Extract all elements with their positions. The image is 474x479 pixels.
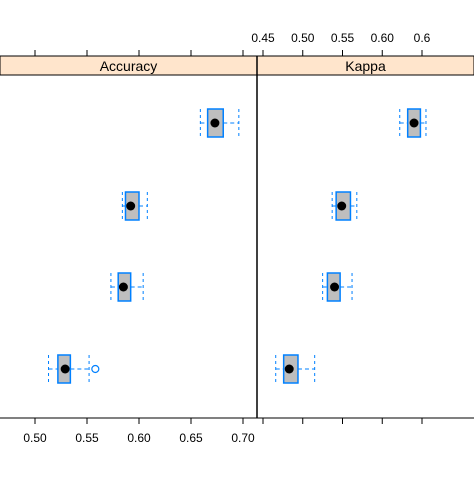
kappa-median-dot (337, 201, 347, 211)
kappa-median-dot (284, 364, 294, 374)
accuracy-x-tick-label: 0.55 (75, 431, 99, 445)
kappa-x-tick-label: 0.55 (331, 31, 355, 45)
accuracy-median-dot (118, 282, 128, 292)
accuracy-x-tick-label: 0.65 (179, 431, 203, 445)
kappa-strip-label: Kappa (345, 58, 386, 74)
kappa-x-tick-label: 0.6 (414, 31, 431, 45)
kappa-x-tick-label: 0.60 (371, 31, 395, 45)
kappa-median-dot (330, 282, 340, 292)
accuracy-x-tick-label: 0.60 (127, 431, 151, 445)
accuracy-median-dot (210, 118, 220, 128)
accuracy-median-dot (60, 364, 70, 374)
kappa-x-tick-label: 0.45 (251, 31, 275, 45)
kappa-x-tick-label: 0.50 (291, 31, 315, 45)
accuracy-strip-label: Accuracy (100, 58, 158, 74)
accuracy-median-dot (126, 201, 136, 211)
accuracy-x-tick-label: 0.50 (23, 431, 47, 445)
kappa-median-dot (409, 118, 419, 128)
accuracy-outlier (91, 364, 100, 374)
accuracy-x-tick-label: 0.70 (231, 431, 255, 445)
